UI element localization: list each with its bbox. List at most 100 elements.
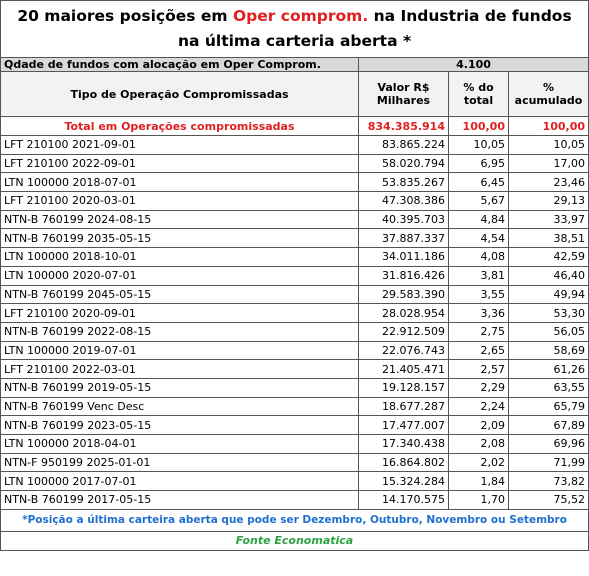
row-label: LFT 210100 2021-09-01 bbox=[0, 135, 359, 155]
total-cell: 100,00 bbox=[507, 116, 589, 136]
row-label: LTN 100000 2018-07-01 bbox=[0, 172, 359, 193]
row-cell: 2,09 bbox=[448, 415, 509, 435]
row-cell: 17.477.007 bbox=[358, 415, 449, 435]
row-label: NTN-B 760199 2022-08-15 bbox=[0, 321, 359, 342]
row-cell: 28.028.954 bbox=[358, 303, 449, 323]
row-label: NTN-B 760199 Venc Desc bbox=[0, 396, 359, 417]
table-row: NTN-B 760199 2045-05-15 29.583.390 3,55 49,… bbox=[0, 284, 589, 305]
row-label: LTN 100000 2018-10-01 bbox=[0, 247, 359, 267]
row-label: NTN-B 760199 2023-05-15 bbox=[0, 415, 359, 435]
count-value: 4.100 bbox=[357, 57, 589, 72]
title: 20 maiores posições em Oper comprom. na … bbox=[0, 0, 589, 58]
title-text: na Industria de fundos na última carteri… bbox=[177, 7, 572, 50]
row-label: NTN-F 950199 2025-01-01 bbox=[0, 452, 359, 473]
total-label: Total em Operações compromissadas bbox=[0, 116, 359, 136]
row-label: NTN-B 760199 2017-05-15 bbox=[0, 490, 359, 510]
row-cell: 40.395.703 bbox=[358, 209, 449, 230]
table-row: LFT 210100 2021-09-01 83.865.224 10,05 10,0… bbox=[0, 135, 589, 155]
row-cell: 73,82 bbox=[507, 471, 589, 492]
row-label: NTN-B 760199 2035-05-15 bbox=[0, 228, 359, 249]
row-cell: 19.128.157 bbox=[358, 377, 449, 398]
row-cell: 37.887.337 bbox=[358, 228, 449, 249]
row-cell: 2,24 bbox=[448, 396, 509, 417]
row-cell: 22.912.509 bbox=[358, 321, 449, 342]
footnote-row: *Posição a última carteira aberta que po… bbox=[0, 508, 589, 532]
row-cell: 2,02 bbox=[448, 452, 509, 473]
row-cell: 65,79 bbox=[507, 396, 589, 417]
row-cell: 63,55 bbox=[507, 377, 589, 398]
header-cell: Valor R$ Milhares bbox=[358, 71, 449, 117]
row-cell: 2,29 bbox=[448, 377, 509, 398]
row-cell: 33,97 bbox=[507, 209, 589, 230]
row-cell: 17,00 bbox=[507, 153, 589, 174]
row-cell: 10,05 bbox=[448, 135, 509, 155]
table-row: NTN-B 760199 2022-08-15 22.912.509 2,75 56,… bbox=[0, 321, 589, 342]
table-row: LFT 210100 2022-03-01 21.405.471 2,57 61,26 bbox=[0, 359, 589, 379]
table-row: LTN 100000 2017-07-01 15.324.284 1,84 73,82 bbox=[0, 471, 589, 492]
table-row: NTN-B 760199 Venc Desc 18.677.287 2,24 65,7… bbox=[0, 396, 589, 417]
row-label: NTN-B 760199 2019-05-15 bbox=[0, 377, 359, 398]
table-row: LFT 210100 2020-09-01 28.028.954 3,36 53,30 bbox=[0, 303, 589, 323]
row-cell: 58.020.794 bbox=[358, 153, 449, 174]
table-row: NTN-B 760199 2019-05-15 19.128.157 2,29 63,… bbox=[0, 377, 589, 398]
footnote: *Posição a última carteira aberta que po… bbox=[0, 508, 589, 532]
row-cell: 2,08 bbox=[448, 434, 509, 454]
row-cell: 14.170.575 bbox=[358, 490, 449, 510]
row-cell: 23,46 bbox=[507, 172, 589, 193]
row-label: NTN-B 760199 2045-05-15 bbox=[0, 284, 359, 305]
row-label: LTN 100000 2020-07-01 bbox=[0, 265, 359, 286]
row-cell: 53,30 bbox=[507, 303, 589, 323]
title-text: 20 maiores posições em bbox=[17, 7, 233, 25]
row-cell: 6,45 bbox=[448, 172, 509, 193]
row-cell: 42,59 bbox=[507, 247, 589, 267]
positions-table: 20 maiores posições em Oper comprom. na … bbox=[0, 0, 589, 551]
table-row: NTN-B 760199 2017-05-15 14.170.575 1,70 75,… bbox=[0, 490, 589, 510]
total-cell: 100,00 bbox=[448, 116, 509, 136]
source-row: Fonte Economatica bbox=[0, 530, 589, 551]
row-cell: 3,81 bbox=[448, 265, 509, 286]
row-cell: 1,84 bbox=[448, 471, 509, 492]
row-cell: 75,52 bbox=[507, 490, 589, 510]
row-cell: 83.865.224 bbox=[358, 135, 449, 155]
row-cell: 4,84 bbox=[448, 209, 509, 230]
row-label: NTN-B 760199 2024-08-15 bbox=[0, 209, 359, 230]
table-row: LTN 100000 2018-04-01 17.340.438 2,08 69,96 bbox=[0, 434, 589, 454]
row-cell: 38,51 bbox=[507, 228, 589, 249]
row-cell: 3,55 bbox=[448, 284, 509, 305]
header-cell: Tipo de Operação Compromissadas bbox=[0, 71, 359, 117]
table-row: NTN-B 760199 2035-05-15 37.887.337 4,54 38,… bbox=[0, 228, 589, 249]
row-cell: 53.835.267 bbox=[358, 172, 449, 193]
table-row: NTN-B 760199 2024-08-15 40.395.703 4,84 33,… bbox=[0, 209, 589, 230]
row-cell: 6,95 bbox=[448, 153, 509, 174]
row-cell: 29,13 bbox=[507, 191, 589, 211]
row-label: LFT 210100 2020-03-01 bbox=[0, 191, 359, 211]
row-cell: 47.308.386 bbox=[358, 191, 449, 211]
row-cell: 71,99 bbox=[507, 452, 589, 473]
row-cell: 4,08 bbox=[448, 247, 509, 267]
row-cell: 3,36 bbox=[448, 303, 509, 323]
header-cell: % acumulado bbox=[507, 71, 589, 117]
table-row: NTN-F 950199 2025-01-01 16.864.802 2,02 71,… bbox=[0, 452, 589, 473]
total-cell: 834.385.914 bbox=[358, 116, 449, 136]
row-cell: 2,57 bbox=[448, 359, 509, 379]
row-cell: 22.076.743 bbox=[358, 340, 449, 361]
row-label: LFT 210100 2020-09-01 bbox=[0, 303, 359, 323]
row-cell: 17.340.438 bbox=[358, 434, 449, 454]
row-label: LFT 210100 2022-09-01 bbox=[0, 153, 359, 174]
row-label: LTN 100000 2018-04-01 bbox=[0, 434, 359, 454]
row-cell: 56,05 bbox=[507, 321, 589, 342]
row-cell: 2,75 bbox=[448, 321, 509, 342]
source: Fonte Economatica bbox=[0, 530, 589, 551]
row-cell: 16.864.802 bbox=[358, 452, 449, 473]
row-cell: 61,26 bbox=[507, 359, 589, 379]
row-label: LTN 100000 2019-07-01 bbox=[0, 340, 359, 361]
row-cell: 67,89 bbox=[507, 415, 589, 435]
table-row: LTN 100000 2019-07-01 22.076.743 2,65 58,69 bbox=[0, 340, 589, 361]
row-cell: 34.011.186 bbox=[358, 247, 449, 267]
table-row: NTN-B 760199 2023-05-15 17.477.007 2,09 67,… bbox=[0, 415, 589, 435]
row-cell: 15.324.284 bbox=[358, 471, 449, 492]
row-cell: 49,94 bbox=[507, 284, 589, 305]
row-cell: 18.677.287 bbox=[358, 396, 449, 417]
table-row: LTN 100000 2020-07-01 31.816.426 3,81 46,40 bbox=[0, 265, 589, 286]
